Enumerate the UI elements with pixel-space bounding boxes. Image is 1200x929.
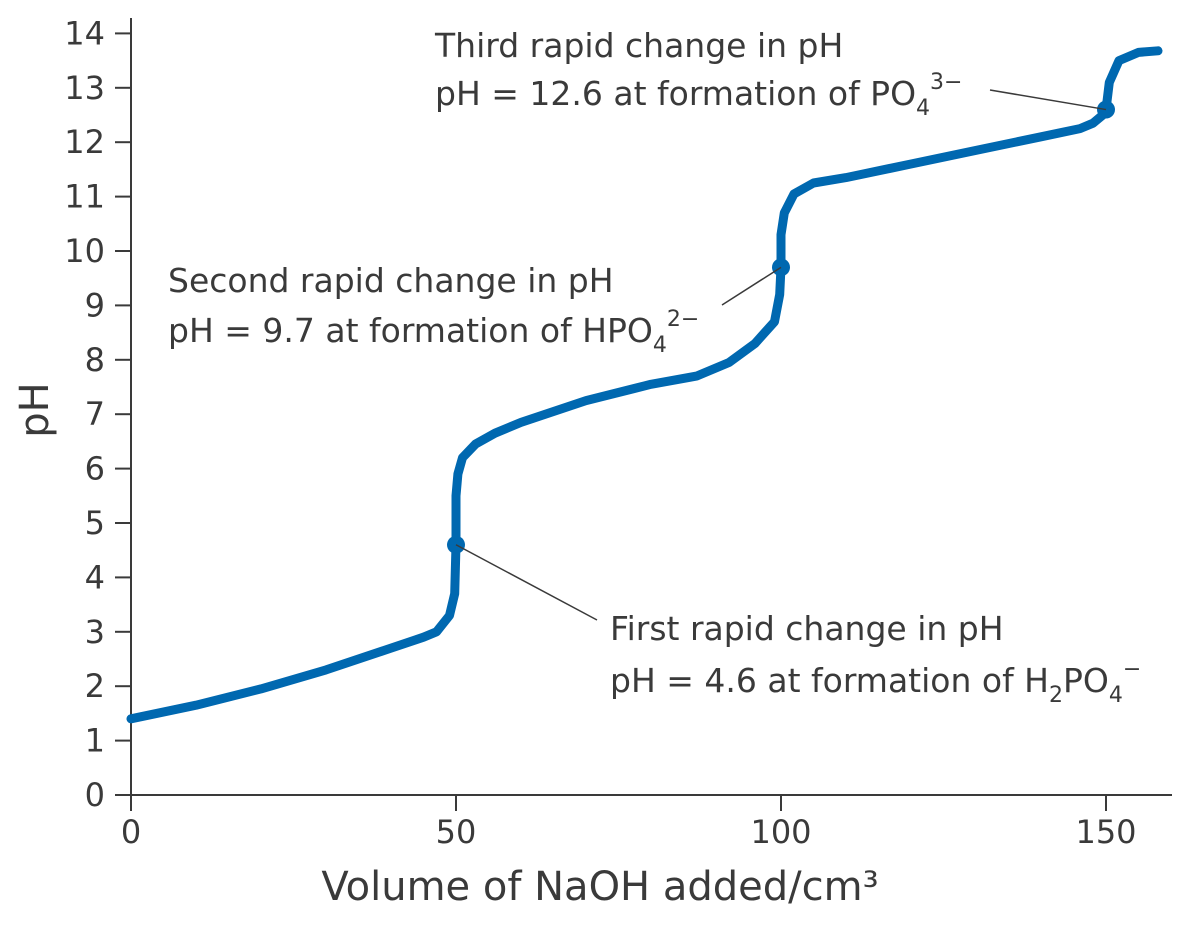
y-tick-label: 5 [85, 504, 105, 542]
annotation-leader-line [721, 266, 782, 306]
annotation-first-line1: First rapid change in pH [610, 609, 1004, 648]
x-axis-title: Volume of NaOH added/cm³ [321, 864, 878, 910]
annotation-second-line2: pH = 9.7 at formation of HPO42− [168, 307, 699, 358]
annotation-leader-line [455, 544, 598, 621]
annotation-second-text: pH = 9.7 at formation of HPO [168, 311, 653, 350]
y-tick-label: 14 [64, 14, 105, 52]
annotation-second-line1: Second rapid change in pH [168, 261, 614, 300]
y-tick-label: 0 [85, 776, 105, 814]
annotation-second-sub: 4 [653, 333, 667, 358]
y-tick-label: 1 [85, 722, 105, 760]
annotation-third-text: pH = 12.6 at formation of PO [435, 74, 916, 113]
annotation-third-line1: Third rapid change in pH [434, 26, 843, 65]
y-tick-label: 11 [64, 178, 105, 216]
annotation-second-sup: 2− [667, 307, 699, 332]
annotation-first-sub2: 4 [1109, 683, 1123, 708]
y-tick-label: 12 [64, 123, 105, 161]
y-tick-label: 7 [85, 395, 105, 433]
y-tick-label: 4 [85, 558, 105, 596]
y-axis-title: pH [12, 382, 58, 437]
annotation-first-sup: − [1123, 657, 1141, 682]
x-tick-label: 150 [1075, 813, 1136, 851]
y-tick-label: 2 [85, 667, 105, 705]
annotations [455, 89, 1107, 621]
annotation-third-line2: pH = 12.6 at formation of PO43− [435, 70, 962, 121]
annotation-third-sub: 4 [916, 96, 930, 121]
y-tick-label: 8 [85, 341, 105, 379]
x-tick-label: 100 [750, 813, 811, 851]
y-tick-label: 10 [64, 232, 105, 270]
y-tick-label: 9 [85, 286, 105, 324]
annotation-first-sub: 2 [1049, 683, 1063, 708]
annotation-first-mid: PO [1063, 661, 1109, 700]
y-tick-label: 3 [85, 613, 105, 651]
y-tick-label: 6 [85, 450, 105, 488]
titration-curve [126, 46, 1163, 724]
x-tick-label: 50 [436, 813, 477, 851]
annotation-first-line2: pH = 4.6 at formation of H2PO4− [610, 657, 1141, 708]
x-tick-label: 0 [121, 813, 141, 851]
y-tick-label: 13 [64, 69, 105, 107]
annotation-first-text: pH = 4.6 at formation of H [610, 661, 1049, 700]
annotation-leader-line [989, 89, 1107, 111]
annotation-third-sup: 3− [930, 70, 962, 95]
